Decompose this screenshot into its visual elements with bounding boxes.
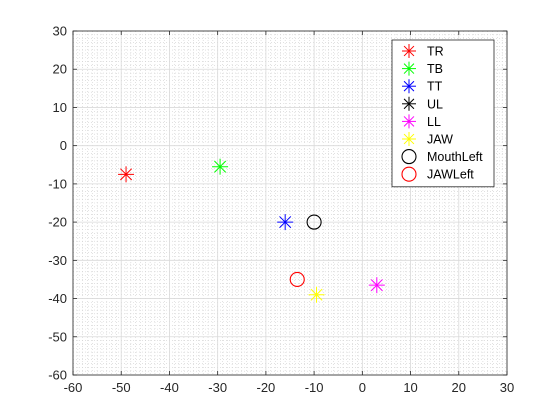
point-mouthleft xyxy=(306,214,322,230)
y-tick-label: 30 xyxy=(53,24,67,39)
legend-label: JAW xyxy=(427,133,453,147)
legend-marker xyxy=(402,44,416,58)
y-tick-label: -50 xyxy=(48,329,67,344)
legend-label: TR xyxy=(427,45,444,59)
point-tr xyxy=(118,166,135,183)
point-tb xyxy=(212,158,229,175)
x-tick-label: -30 xyxy=(208,380,227,395)
legend-marker xyxy=(401,166,417,182)
y-tick-label: -30 xyxy=(48,253,67,268)
marker-stroke xyxy=(214,160,227,173)
marker-stroke xyxy=(403,45,415,57)
y-axis: -60 -50 -40 -30 -20 -10 0 10 20 30 xyxy=(48,24,507,383)
point-jawleft xyxy=(289,271,305,287)
legend-label: LL xyxy=(427,115,441,129)
point-jaw xyxy=(308,286,325,303)
y-tick-label: -20 xyxy=(48,215,67,230)
legend-box xyxy=(391,39,495,188)
x-tick-label: -10 xyxy=(305,380,324,395)
legend-marker xyxy=(402,79,416,94)
x-axis: -60 -50 -40 -30 -20 -10 0 10 20 30 xyxy=(64,31,514,395)
marker-stroke xyxy=(120,168,133,181)
legend-label: TB xyxy=(427,62,443,76)
legend-marker xyxy=(402,114,416,129)
marker-stroke xyxy=(403,133,415,145)
legend-marker xyxy=(402,132,416,146)
marker-stroke xyxy=(403,80,415,92)
axes-frame xyxy=(72,30,508,376)
x-tick-label: 20 xyxy=(452,380,466,395)
y-tick-label: -40 xyxy=(48,291,67,306)
minor-grid xyxy=(73,31,507,375)
marker-stroke xyxy=(310,288,323,301)
x-tick-label: -60 xyxy=(64,380,83,395)
marker-stroke xyxy=(403,116,415,127)
point-tt xyxy=(277,214,294,231)
y-tick-label: -10 xyxy=(48,176,67,191)
x-tick-label: 10 xyxy=(403,380,417,395)
marker-stroke xyxy=(370,279,383,292)
x-tick-label: -20 xyxy=(256,380,275,395)
legend-label: TT xyxy=(427,80,443,94)
x-tick-label: 30 xyxy=(500,380,514,395)
legend-marker xyxy=(402,96,416,111)
legend-label: JAWLeft xyxy=(427,168,474,182)
legend-marker xyxy=(401,149,417,165)
y-tick-label: -60 xyxy=(48,368,67,383)
legend: TR TB TT UL LL JAW MouthLeft JAWLeft xyxy=(391,39,495,188)
x-tick-label: -50 xyxy=(112,380,131,395)
point-ll xyxy=(368,277,385,294)
marker-stroke xyxy=(403,63,415,74)
x-tick-label: -40 xyxy=(160,380,179,395)
marker-stroke xyxy=(403,98,415,110)
y-tick-label: 0 xyxy=(60,138,67,153)
y-tick-label: 20 xyxy=(53,62,67,77)
legend-marker xyxy=(402,61,416,76)
x-tick-label: 0 xyxy=(359,380,366,395)
y-tick-label: 10 xyxy=(53,100,67,115)
marker-stroke xyxy=(279,216,292,229)
data-points xyxy=(118,158,385,303)
legend-label: UL xyxy=(427,97,443,111)
axes-box xyxy=(72,30,508,376)
legend-label: MouthLeft xyxy=(427,150,483,164)
